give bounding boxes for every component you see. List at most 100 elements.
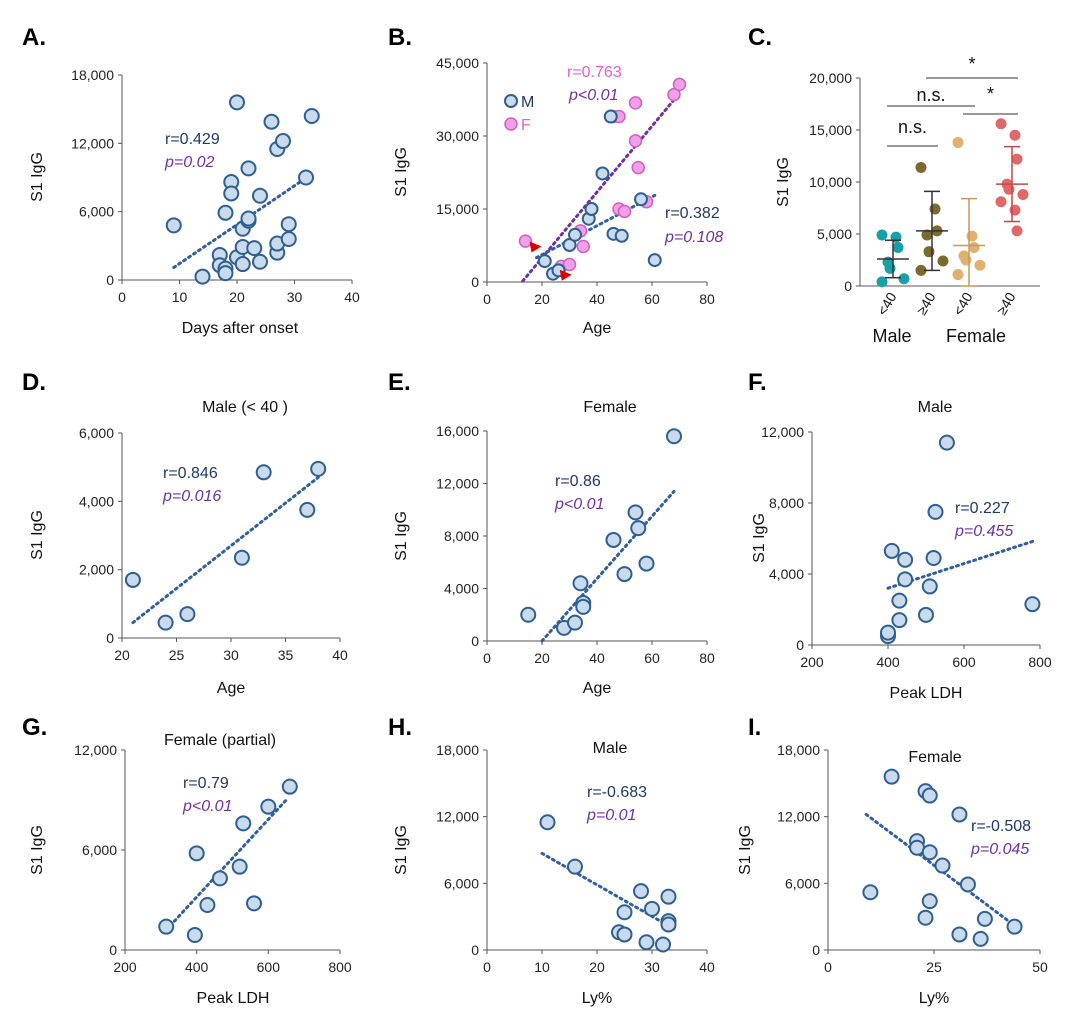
panel-title: Male [593,740,628,757]
data-point-male [647,253,662,268]
data-point [575,598,592,615]
data-point [246,240,263,257]
data-point [897,571,914,588]
significance-label: * [987,84,994,104]
group-label-male: Male [872,326,911,346]
panel-title: Female (partial) [164,732,276,749]
data-point-male [595,166,610,181]
category-label: <40 [874,289,900,318]
r-value: r=0.846 [163,465,218,482]
y-tick-label: 5,000 [817,226,852,242]
p-value: p=0.045 [970,841,1029,858]
data-point [921,893,938,910]
x-axis-label: Days after onset [182,320,299,337]
group-label-female: Female [946,326,1006,346]
data-point [616,904,633,921]
panel-label-b: B. [388,24,412,51]
data-point [255,464,272,481]
y-tick-label: 8,000 [769,495,804,511]
data-point [959,876,976,893]
data-point [898,273,910,285]
y-tick-label: 12,000 [71,135,114,151]
x-axis-label: Age [583,680,612,697]
category-label: ≥40 [993,289,1019,317]
x-axis-label: Age [217,680,246,697]
trend-line [540,851,676,931]
marker-arrow [559,269,572,281]
data-point [299,501,316,518]
data-point [1017,188,1029,200]
x-tick-label: 20 [589,959,605,975]
data-point [972,930,989,947]
r-value: r=0.86 [555,473,601,490]
data-point [605,531,622,548]
p-value: p=0.01 [586,807,636,824]
x-tick-label: 400 [185,959,209,975]
data-point [917,909,934,926]
data-point [897,551,914,568]
data-point [281,778,298,795]
x-axis-label: Ly% [582,990,613,1007]
data-point [567,614,583,631]
data-point [666,428,682,445]
data-point [194,268,211,285]
y-tick-label: 12,000 [777,809,820,825]
x-tick-label: 0 [483,959,491,975]
y-tick-label: 0 [471,274,479,290]
y-tick-label: 0 [471,633,479,649]
panel-a: A. S1 IgG 0 6,000 12,000 18,000 0 10 20 30 40 Days … [22,24,360,337]
data-point [995,196,1007,208]
x-axis-label: Peak LDH [197,990,270,1007]
trend-line [131,475,320,625]
data-point [217,265,234,282]
data-point [915,161,927,173]
x-axis-label: Age [583,320,612,337]
y-tick-label: 6,000 [785,875,820,891]
data-point [921,578,938,595]
r-value: r=0.429 [165,131,220,148]
y-tick-label: 15,000 [436,201,479,217]
panel-label-a: A. [22,24,46,51]
panel-title: Female [908,749,961,766]
data-point [186,927,203,943]
y-tick-label: 4,000 [444,581,479,597]
data-point [937,255,949,267]
significance-label: n.s. [916,85,945,105]
x-tick-label: 25 [926,959,942,975]
y-tick-label: 12,000 [74,742,117,758]
data-point [275,133,291,150]
data-point [1009,129,1021,141]
y-tick-label: 18,000 [777,742,820,758]
data-point [229,94,245,111]
y-tick-label: 0 [106,272,114,288]
data-point-male [603,109,618,124]
data-point-female [576,239,590,254]
y-tick-label: 15,000 [809,122,852,138]
data-point [188,845,205,862]
r-value: r=-0.508 [971,818,1031,835]
category-label: ≥40 [913,289,939,317]
data-point-female [518,234,533,248]
x-tick-label: 80 [699,650,715,666]
data-point [298,169,314,186]
data-point [303,108,320,124]
y-tick-label: 18,000 [71,67,114,83]
data-point-female [667,87,681,102]
y-tick-label: 12,000 [436,809,479,825]
r-value-male: r=0.382 [665,205,720,222]
x-tick-label: 800 [328,959,352,975]
y-tick-label: 6,000 [79,425,114,441]
y-tick-label: 12,000 [436,476,479,492]
data-point [240,210,257,227]
x-tick-label: 30 [287,289,303,305]
legend-label-male: M [521,94,534,111]
category-label: <40 [950,289,976,318]
data-point [627,504,644,521]
data-point [925,550,942,567]
data-point [976,910,993,927]
y-tick-label: 12,000 [761,424,804,440]
data-point [644,900,660,917]
data-point [876,276,888,288]
data-point [520,606,537,623]
data-point [921,787,938,804]
